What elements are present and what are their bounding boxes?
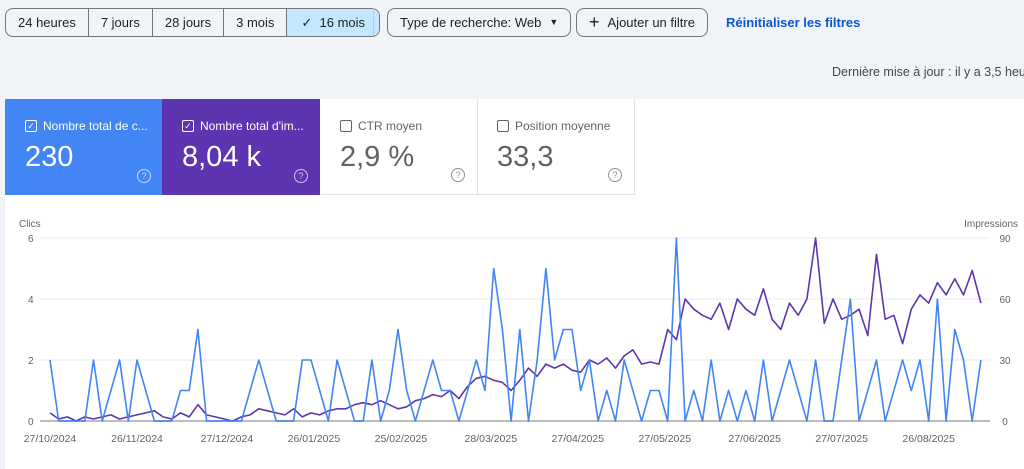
right-tick-label: 60 xyxy=(999,295,1011,306)
x-tick-label: 27/05/2025 xyxy=(639,433,692,445)
help-icon[interactable]: ? xyxy=(451,168,465,182)
right-tick-label: 90 xyxy=(999,234,1011,245)
left-axis-label: Clics xyxy=(19,219,41,230)
checkbox-checked-icon[interactable]: ✓ xyxy=(182,120,194,132)
checkbox-unchecked-icon[interactable] xyxy=(340,120,352,132)
checkbox-checked-icon[interactable]: ✓ xyxy=(25,120,37,132)
date-range-selector: 24 heures 7 jours 28 jours 3 mois ✓ 16 m… xyxy=(5,8,381,37)
left-tick-label: 0 xyxy=(28,417,34,428)
add-filter-button[interactable]: + Ajouter un filtre xyxy=(576,8,708,37)
caret-down-icon: ▼ xyxy=(549,17,559,27)
metric-label: Position moyenne xyxy=(515,119,611,133)
checkbox-unchecked-icon[interactable] xyxy=(497,120,509,132)
last-update-text: Dernière mise à jour : il y a 3,5 heures xyxy=(832,65,1024,79)
help-icon[interactable]: ? xyxy=(608,168,622,182)
add-filter-label: Ajouter un filtre xyxy=(607,15,695,30)
metric-value: 8,04 k xyxy=(182,141,261,173)
range-16m-label: 16 mois xyxy=(319,15,366,30)
metric-card-clicks[interactable]: ✓ Nombre total de c... 230 ? xyxy=(5,99,163,195)
x-tick-label: 26/11/2024 xyxy=(111,433,163,445)
right-axis-label: Impressions xyxy=(964,219,1018,230)
reset-filters-link[interactable]: Réinitialiser les filtres xyxy=(726,15,861,30)
left-tick-label: 6 xyxy=(28,234,34,245)
right-tick-label: 30 xyxy=(999,356,1011,367)
metric-card-position[interactable]: Position moyenne 33,3 ? xyxy=(477,99,635,195)
x-tick-label: 27/10/2024 xyxy=(24,433,77,445)
metric-label: Nombre total de c... xyxy=(43,119,148,133)
plus-icon: + xyxy=(589,12,600,32)
help-icon[interactable]: ? xyxy=(137,169,151,183)
check-icon: ✓ xyxy=(301,15,320,30)
metric-value: 230 xyxy=(25,141,74,173)
x-tick-label: 27/12/2024 xyxy=(201,433,254,445)
x-tick-label: 25/02/2025 xyxy=(375,433,428,445)
range-3m[interactable]: 3 mois xyxy=(224,9,288,36)
help-icon[interactable]: ? xyxy=(294,169,308,183)
left-tick-label: 2 xyxy=(28,356,34,367)
x-tick-label: 27/06/2025 xyxy=(728,433,781,445)
x-tick-label: 27/04/2025 xyxy=(552,433,605,445)
x-tick-label: 28/03/2025 xyxy=(465,433,518,445)
range-7d[interactable]: 7 jours xyxy=(89,9,153,36)
series-line-impressions xyxy=(49,237,982,422)
series-line-clics xyxy=(49,237,982,422)
metric-value: 33,3 xyxy=(497,141,554,173)
x-tick-label: 26/08/2025 xyxy=(902,433,955,445)
left-tick-label: 4 xyxy=(28,295,34,306)
metric-card-impressions[interactable]: ✓ Nombre total d'im... 8,04 k ? xyxy=(162,99,320,195)
metric-label: CTR moyen xyxy=(358,119,423,133)
divider xyxy=(373,8,374,36)
x-tick-label: 26/01/2025 xyxy=(288,433,341,445)
metric-card-ctr[interactable]: CTR moyen 2,9 % ? xyxy=(320,99,478,195)
x-tick-label: 27/07/2025 xyxy=(815,433,868,445)
range-24h[interactable]: 24 heures xyxy=(6,9,89,36)
metric-value: 2,9 % xyxy=(340,141,415,173)
search-type-label: Type de recherche: Web xyxy=(400,15,542,30)
metric-label: Nombre total d'im... xyxy=(200,119,304,133)
range-28d[interactable]: 28 jours xyxy=(153,9,225,36)
range-16m[interactable]: ✓ 16 mois xyxy=(287,9,380,36)
search-type-dropdown[interactable]: Type de recherche: Web ▼ xyxy=(387,8,572,37)
right-tick-label: 0 xyxy=(1002,417,1008,428)
performance-panel: ✓ Nombre total de c... 230 ? ✓ Nombre tota… xyxy=(5,99,1024,469)
